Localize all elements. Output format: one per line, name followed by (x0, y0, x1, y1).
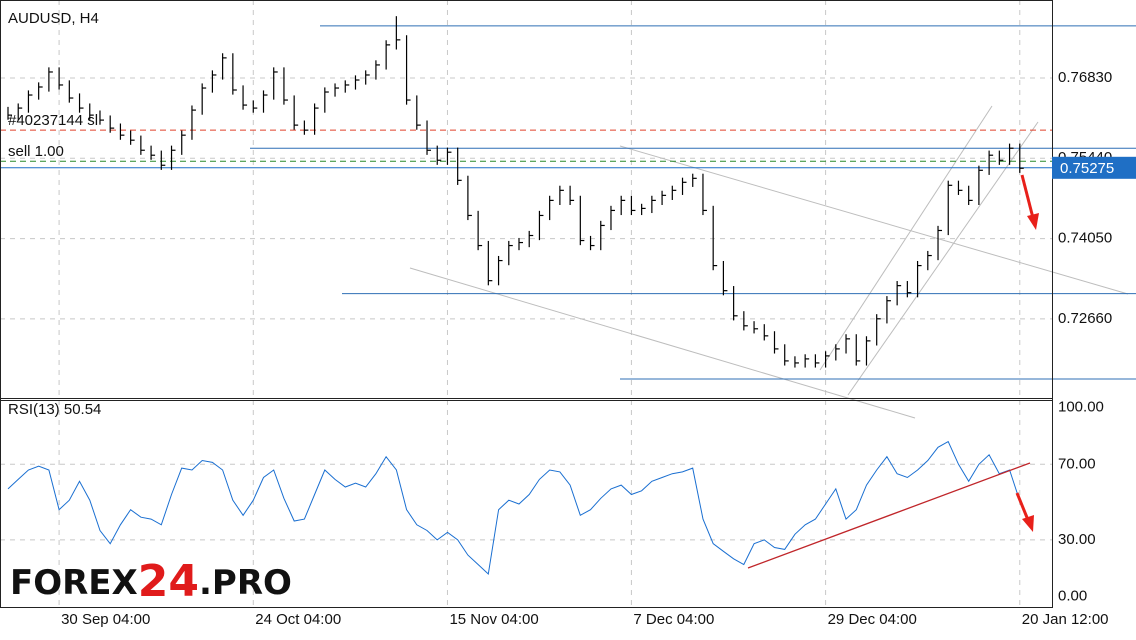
y-tick-label: 0.72660 (1058, 310, 1112, 327)
rsi-pane (7, 440, 1021, 576)
y-tick-label: 100.00 (1058, 399, 1104, 416)
plot-frame (0, 0, 1053, 608)
x-tick-label: 24 Oct 04:00 (255, 611, 341, 628)
x-tick-label: 20 Jan 12:00 (1022, 611, 1109, 628)
logo-part: FOREX (10, 563, 138, 603)
arrow (1015, 492, 1030, 521)
axes: 0.726600.740500.754400.768300.752750.003… (61, 69, 1136, 628)
order-label: sell 1.00 (8, 143, 64, 160)
rsi-title: RSI(13) 50.54 (8, 401, 101, 418)
y-tick-label: 0.00 (1058, 588, 1087, 605)
y-tick-label: 70.00 (1058, 455, 1096, 472)
last-price-box (1052, 156, 1136, 179)
arrows (1015, 174, 1039, 532)
x-tick-label: 15 Nov 04:00 (449, 611, 538, 628)
x-tick-label: 30 Sep 04:00 (61, 611, 150, 628)
channel-line (819, 105, 993, 371)
arrow (1020, 174, 1035, 219)
channel-line (409, 267, 916, 419)
order-label: #40237144 sl (8, 112, 98, 129)
levels: #40237144 sl sell 1.00 (0, 25, 1136, 380)
y-tick-label: 30.00 (1058, 531, 1096, 548)
y-tick-label: 0.76830 (1058, 69, 1112, 86)
price-bars (7, 16, 1024, 368)
logo: FOREX24.PRO (10, 556, 292, 607)
rsi-trend-line (747, 462, 1031, 569)
logo-part: 24 (138, 556, 199, 607)
frame (0, 0, 1053, 608)
x-tick-label: 29 Dec 04:00 (828, 611, 917, 628)
y-tick-label: 0.74050 (1058, 230, 1112, 247)
x-tick-label: 7 Dec 04:00 (633, 611, 714, 628)
arrow-head (1027, 213, 1039, 230)
arrow-head (1022, 515, 1034, 532)
logo-part: .PRO (199, 563, 292, 603)
chart-title: AUDUSD, H4 (8, 10, 99, 27)
rsi-line (7, 440, 1021, 576)
last-price-label: 0.75275 (1060, 160, 1114, 177)
channel-lines (409, 105, 1129, 419)
channel-line (619, 145, 1129, 295)
